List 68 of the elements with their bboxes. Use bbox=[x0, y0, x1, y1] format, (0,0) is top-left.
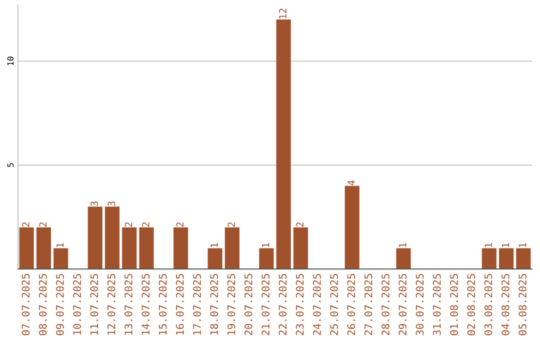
data-label: 2 bbox=[39, 222, 46, 227]
data-label: 1 bbox=[519, 243, 526, 248]
data-label: 1 bbox=[502, 243, 510, 248]
data-label: 3 bbox=[90, 202, 98, 206]
bar bbox=[88, 206, 102, 269]
x-tick-label: 30.07.2025 bbox=[416, 274, 424, 336]
x-tick-label: 15.07.2025 bbox=[158, 274, 167, 335]
data-label: 1 bbox=[484, 243, 492, 248]
bar bbox=[259, 248, 274, 269]
x-tick-label: 19.07.2025 bbox=[227, 274, 236, 335]
x-tick-label: 28.07.2025 bbox=[382, 274, 390, 336]
data-label: 12 bbox=[279, 8, 286, 18]
bar bbox=[139, 227, 154, 269]
data-label: 2 bbox=[142, 222, 150, 227]
x-tick-label: 08.07.2025 bbox=[38, 274, 47, 336]
y-tick-label: 5 bbox=[7, 163, 14, 167]
x-tick-label: 10.07.2025 bbox=[73, 274, 82, 335]
bar bbox=[19, 227, 34, 269]
bar bbox=[122, 227, 137, 269]
x-tick-label: 09.07.2025 bbox=[56, 274, 64, 336]
bar bbox=[396, 248, 411, 269]
x-tick-label: 17.07.2025 bbox=[193, 274, 201, 335]
bar bbox=[344, 186, 360, 269]
x-tick-label: 18.07.2025 bbox=[210, 274, 218, 335]
bar bbox=[482, 248, 496, 269]
x-tick-label: 04.08.2025 bbox=[501, 274, 510, 336]
bar bbox=[54, 248, 68, 269]
x-tick-label: 12.07.2025 bbox=[107, 274, 116, 335]
x-tick-label: 21.07.2025 bbox=[262, 274, 270, 336]
bar bbox=[276, 20, 291, 269]
data-label: 1 bbox=[262, 243, 270, 248]
x-tick-label: 23.07.2025 bbox=[296, 274, 304, 336]
x-tick-label: 31.07.2025 bbox=[432, 274, 441, 336]
x-tick-label: 24.07.2025 bbox=[313, 274, 321, 336]
x-tick-label: 16.07.2025 bbox=[176, 274, 184, 335]
data-label: 1 bbox=[399, 243, 406, 248]
x-tick-label: 27.07.2025 bbox=[364, 274, 372, 336]
data-label: 1 bbox=[210, 243, 218, 248]
data-label: 4 bbox=[348, 180, 355, 186]
x-tick-label: 03.08.2025 bbox=[484, 274, 492, 336]
data-label: 2 bbox=[296, 222, 304, 227]
x-tick-label: 29.07.2025 bbox=[398, 274, 407, 336]
x-tick-label: 20.07.2025 bbox=[244, 274, 252, 336]
bar bbox=[293, 227, 308, 269]
x-tick-label: 02.08.2025 bbox=[467, 274, 476, 336]
bar bbox=[499, 248, 514, 269]
x-tick-label: 11.07.2025 bbox=[90, 274, 98, 335]
bar bbox=[104, 206, 120, 269]
bar bbox=[36, 227, 51, 269]
x-tick-label: 25.07.2025 bbox=[330, 274, 338, 336]
bar bbox=[516, 248, 531, 269]
data-label: 2 bbox=[124, 222, 132, 227]
data-label: 2 bbox=[22, 222, 30, 227]
data-label: 1 bbox=[56, 243, 64, 248]
data-label: 2 bbox=[228, 222, 235, 227]
bar bbox=[208, 248, 222, 269]
x-tick-label: 05.08.2025 bbox=[518, 274, 526, 336]
x-tick-label: 26.07.2025 bbox=[347, 274, 356, 336]
x-tick-label: 14.07.2025 bbox=[142, 274, 150, 335]
x-tick-label: 07.07.2025 bbox=[22, 274, 30, 336]
data-label: 3 bbox=[108, 202, 116, 206]
y-tick-label: 10 bbox=[7, 56, 14, 66]
x-tick-label: 22.07.2025 bbox=[278, 274, 287, 336]
bar bbox=[224, 227, 240, 269]
data-label: 2 bbox=[176, 222, 184, 227]
x-tick-label: 13.07.2025 bbox=[124, 274, 132, 335]
x-tick-label: 01.08.2025 bbox=[450, 274, 458, 336]
bar bbox=[173, 227, 188, 269]
